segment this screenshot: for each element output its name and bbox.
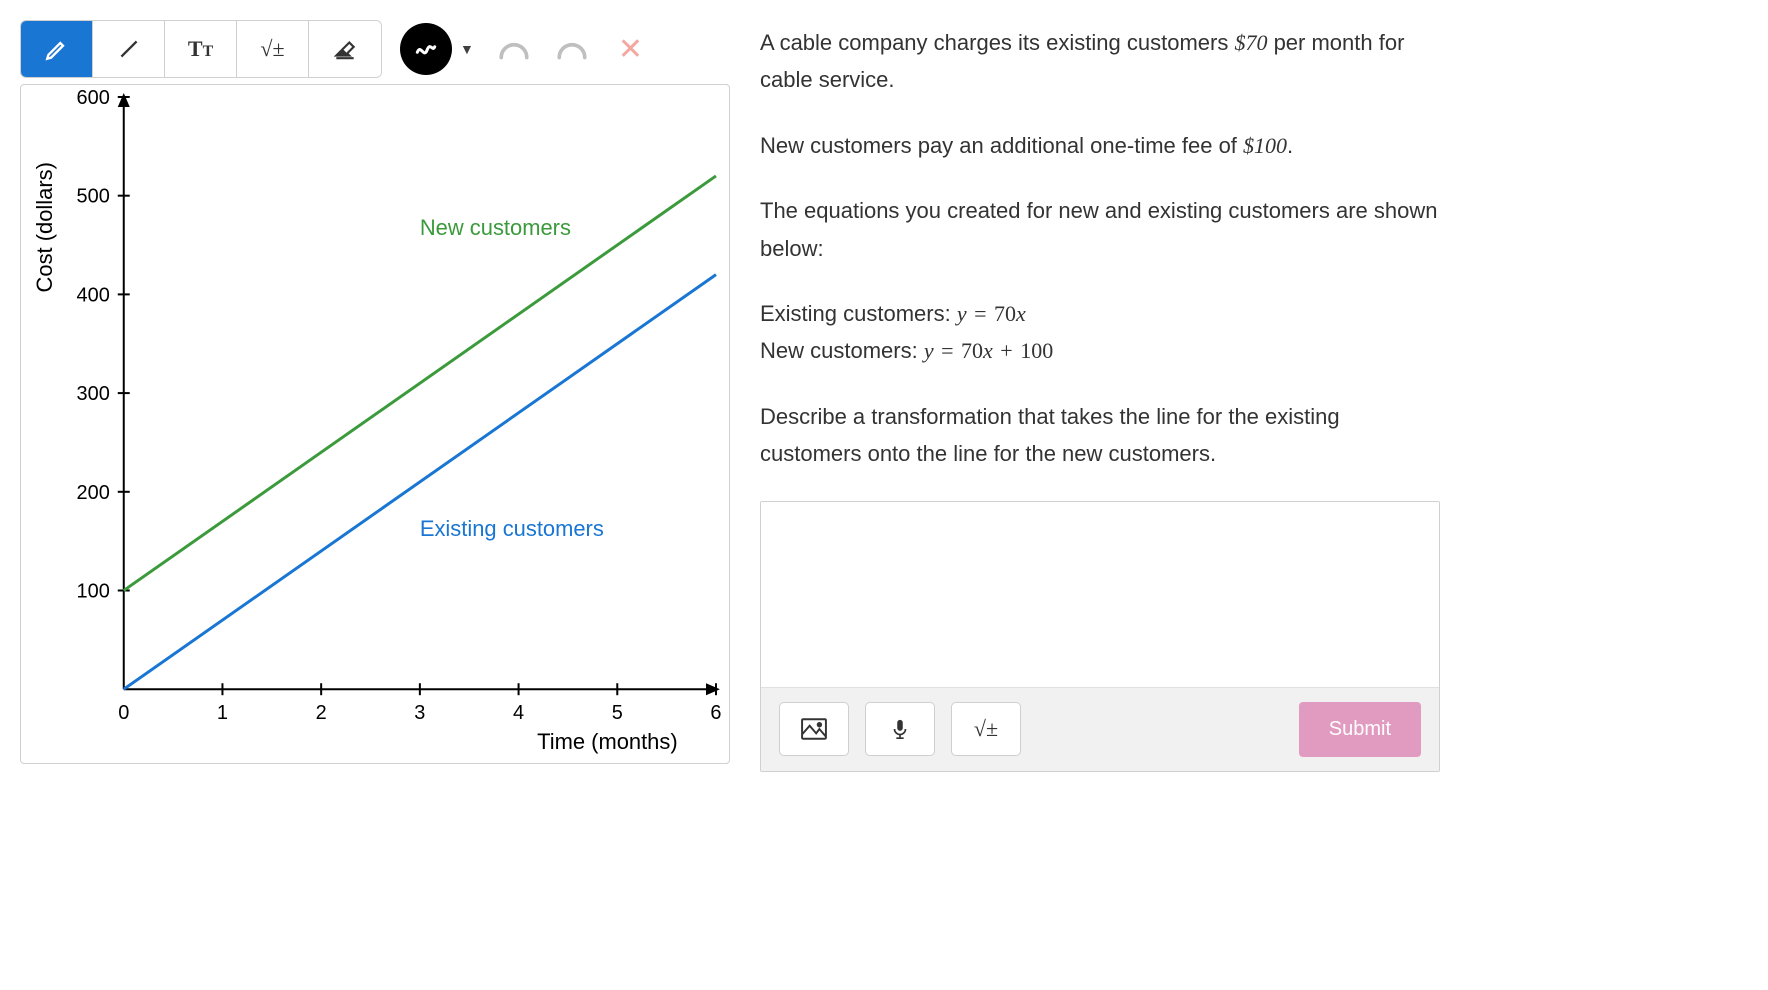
insert-image-button[interactable] <box>779 702 849 756</box>
line-tool[interactable] <box>93 21 165 77</box>
svg-text:600: 600 <box>77 89 110 109</box>
p2b: . <box>1287 133 1293 158</box>
line-icon <box>116 36 142 62</box>
clear-button[interactable]: ✕ <box>610 32 651 67</box>
chart-container[interactable]: 0 1 2 3 4 5 6 100 200 300 400 500 600 Time (months) Co… <box>20 84 730 764</box>
pencil-icon <box>44 36 70 62</box>
eraser-icon <box>332 36 358 62</box>
equation-icon: √± <box>974 716 998 742</box>
submit-button[interactable]: Submit <box>1299 702 1421 757</box>
svg-text:Time (months): Time (months) <box>537 729 677 754</box>
redo-icon <box>555 37 589 61</box>
svg-text:500: 500 <box>77 186 110 208</box>
image-icon <box>801 718 827 740</box>
svg-text:Existing customers: Existing customers <box>420 516 604 541</box>
p2-price: $100 <box>1243 133 1287 158</box>
p3: The equations you created for new and ex… <box>760 192 1440 267</box>
text-icon: TT <box>188 36 213 62</box>
answer-input[interactable] <box>761 502 1439 682</box>
p4: Describe a transformation that takes the… <box>760 398 1440 473</box>
svg-text:3: 3 <box>414 702 425 724</box>
eq-existing: y = 70x <box>957 301 1026 326</box>
redo-button[interactable] <box>548 25 596 73</box>
svg-text:1: 1 <box>217 702 228 724</box>
svg-text:5: 5 <box>612 702 623 724</box>
eq-new: y = 70x + 100 <box>924 338 1053 363</box>
p2a: New customers pay an additional one-time… <box>760 133 1243 158</box>
mic-icon <box>887 718 913 740</box>
scribble-icon <box>413 36 439 62</box>
cost-chart: 0 1 2 3 4 5 6 100 200 300 400 500 600 Time (months) Co… <box>25 89 725 759</box>
p1a: A cable company charges its existing cus… <box>760 30 1234 55</box>
text-tool[interactable]: TT <box>165 21 237 77</box>
drawing-panel: TT √± ▼ ✕ 0 1 2 3 4 5 6 100 200 300 400 500 600 Time … <box>20 20 730 772</box>
stroke-dropdown[interactable]: ▼ <box>454 41 480 57</box>
p1-price: $70 <box>1234 30 1267 55</box>
eq-new-label: New customers: <box>760 338 924 363</box>
answer-area: √± Submit <box>760 501 1440 772</box>
svg-text:400: 400 <box>77 284 110 306</box>
svg-text:100: 100 <box>77 580 110 602</box>
stroke-color-button[interactable] <box>400 23 452 75</box>
drawing-toolbar: TT √± ▼ ✕ <box>20 20 730 78</box>
svg-text:Cost (dollars): Cost (dollars) <box>32 162 57 292</box>
insert-equation-button[interactable]: √± <box>951 702 1021 756</box>
equation-tool[interactable]: √± <box>237 21 309 77</box>
svg-text:2: 2 <box>316 702 327 724</box>
undo-icon <box>497 37 531 61</box>
tool-group: TT √± <box>20 20 382 78</box>
pencil-tool[interactable] <box>21 21 93 77</box>
problem-panel: A cable company charges its existing cus… <box>760 20 1440 772</box>
voice-input-button[interactable] <box>865 702 935 756</box>
svg-text:New customers: New customers <box>420 215 571 240</box>
problem-text: A cable company charges its existing cus… <box>760 24 1440 473</box>
svg-text:6: 6 <box>710 702 721 724</box>
eraser-tool[interactable] <box>309 21 381 77</box>
svg-text:0: 0 <box>118 702 129 724</box>
svg-text:200: 200 <box>77 482 110 504</box>
svg-text:4: 4 <box>513 702 524 724</box>
eq-existing-label: Existing customers: <box>760 301 957 326</box>
svg-text:300: 300 <box>77 383 110 405</box>
answer-footer: √± Submit <box>761 687 1439 771</box>
undo-button[interactable] <box>490 25 538 73</box>
equation-icon: √± <box>260 36 284 62</box>
